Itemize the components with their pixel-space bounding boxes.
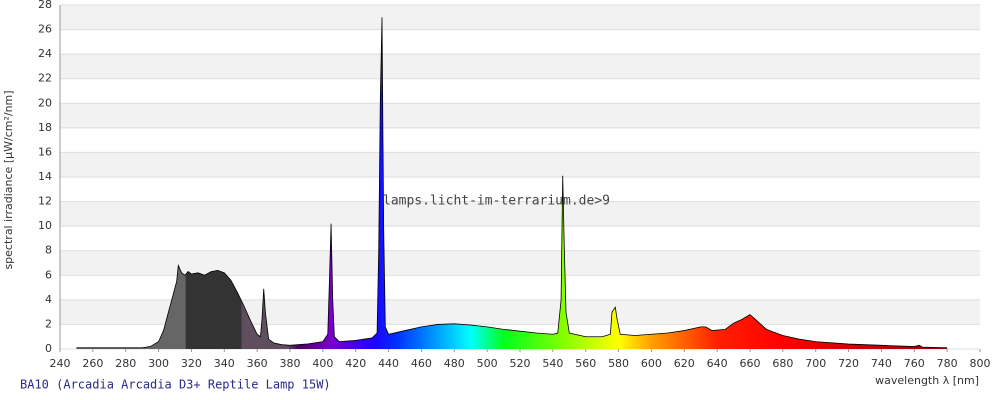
x-tick-label: 580 [608,357,629,370]
grid-band [60,127,980,153]
y-tick-label: 26 [38,23,52,36]
x-tick-label: 280 [115,357,136,370]
grid-band [60,29,980,55]
y-tick-label: 12 [38,195,52,208]
x-tick-label: 800 [970,357,991,370]
caption: BA10 (Arcadia Arcadia D3+ Reptile Lamp 1… [20,378,331,392]
y-tick-label: 28 [38,0,52,11]
y-tick-label: 2 [45,317,52,330]
x-tick-label: 260 [82,357,103,370]
x-tick-label: 600 [641,357,662,370]
x-tick-label: 780 [937,357,958,370]
x-tick-label: 740 [871,357,892,370]
y-tick-label: 22 [38,72,52,85]
y-tick-label: 16 [38,145,52,158]
watermark: lamps.licht-im-terrarium.de>9 [383,194,610,209]
x-tick-label: 340 [214,357,235,370]
x-tick-label: 400 [312,357,333,370]
x-tick-label: 660 [740,357,761,370]
y-tick-label: 4 [45,293,52,306]
x-tick-label: 420 [345,357,366,370]
x-tick-label: 300 [148,357,169,370]
x-tick-label: 440 [378,357,399,370]
spectrum-outline [76,17,948,349]
x-tick-label: 380 [280,357,301,370]
x-tick-label: 460 [411,357,432,370]
y-tick-label: 0 [45,342,52,355]
grid-band [60,201,980,227]
x-tick-label: 640 [707,357,728,370]
grid-band [60,152,980,177]
grid-band [60,250,980,276]
x-tick-label: 520 [510,357,531,370]
x-tick-label: 320 [181,357,202,370]
grid-band [60,226,980,251]
y-tick-label: 24 [38,47,52,60]
y-tick-label: 6 [45,268,52,281]
x-tick-label: 480 [444,357,465,370]
x-tick-label: 760 [904,357,925,370]
x-tick-label: 240 [50,357,71,370]
x-tick-label: 680 [772,357,793,370]
x-tick-label: 700 [805,357,826,370]
grid-band [60,177,980,202]
x-tick-label: 720 [838,357,859,370]
grid-band [60,54,980,79]
y-tick-label: 18 [38,121,52,134]
x-tick-label: 500 [477,357,498,370]
y-tick-label: 14 [38,170,52,183]
y-axis-label: spectral irradiance [µW/cm²/nm] [2,90,15,269]
y-tick-label: 10 [38,219,52,232]
x-tick-label: 620 [674,357,695,370]
y-tick-label: 8 [45,244,52,257]
x-tick-label: 560 [575,357,596,370]
x-tick-label: 360 [247,357,268,370]
grid-band [60,5,980,30]
x-tick-label: 540 [542,357,563,370]
x-axis-label: wavelength λ [nm] [875,374,979,387]
grid-band [60,103,980,128]
y-tick-label: 20 [38,96,52,109]
grid-band [60,78,980,104]
